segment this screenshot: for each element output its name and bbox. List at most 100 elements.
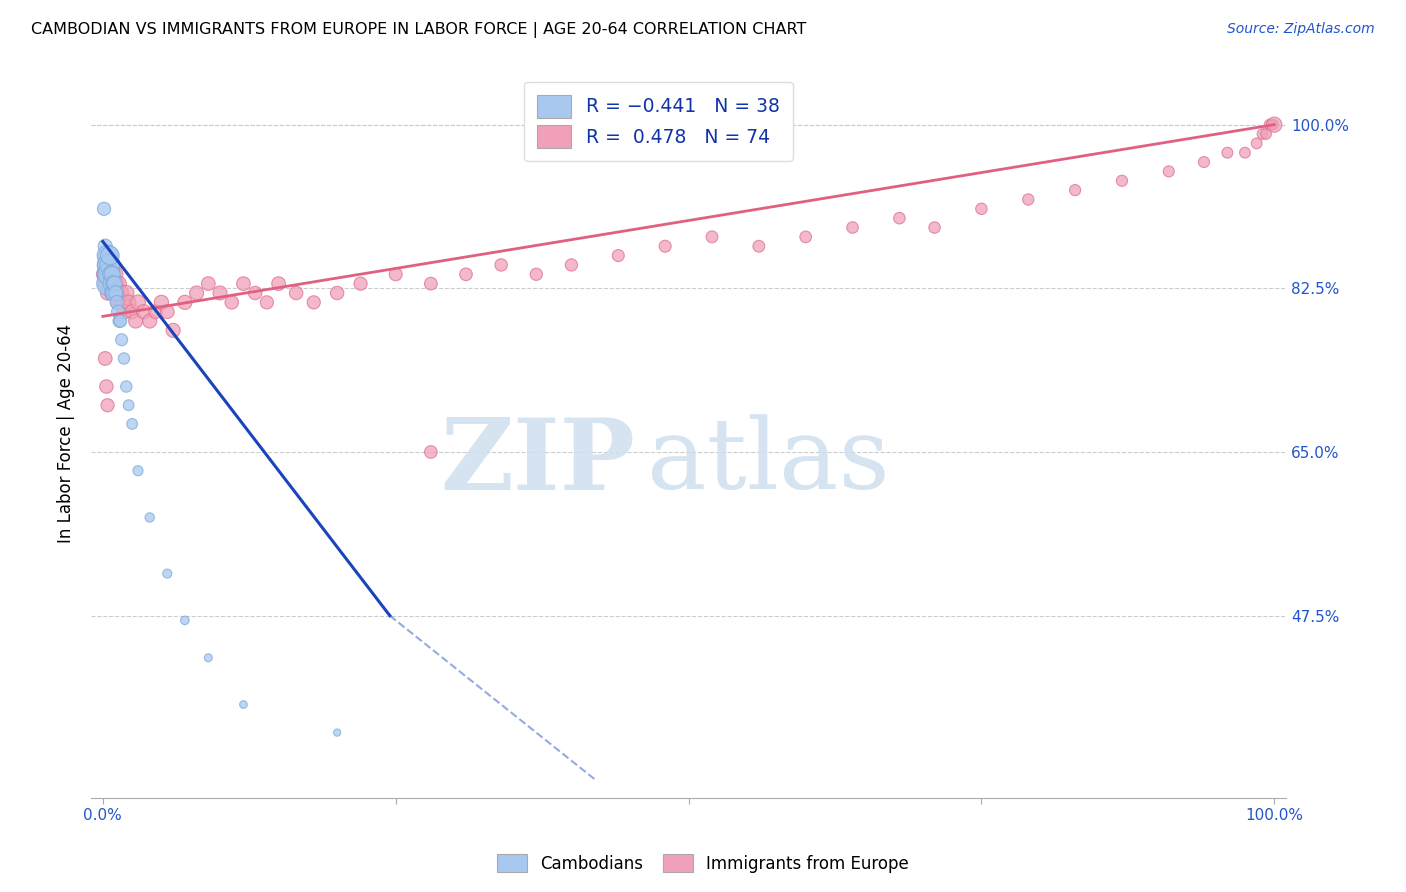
Point [112, 304, 135, 318]
Point [326, 285, 349, 300]
Point [108, 314, 131, 328]
Point [232, 698, 254, 712]
Point [103, 285, 125, 300]
Point [96, 267, 118, 281]
Point [1254, 127, 1277, 141]
Point [132, 304, 155, 318]
Legend: R = −0.441   N = 38, R =  0.478   N = 74: R = −0.441 N = 38, R = 0.478 N = 74 [524, 81, 793, 161]
Point [454, 267, 477, 281]
Point [96, 379, 118, 393]
Point [93, 267, 115, 281]
Point [97, 277, 120, 291]
Point [197, 650, 219, 665]
Point [1216, 145, 1239, 160]
Text: CAMBODIAN VS IMMIGRANTS FROM EUROPE IN LABOR FORCE | AGE 20-64 CORRELATION CHART: CAMBODIAN VS IMMIGRANTS FROM EUROPE IN L… [31, 22, 806, 38]
Point [101, 285, 124, 300]
Point [108, 277, 131, 291]
Point [138, 510, 160, 524]
Point [150, 295, 173, 310]
Point [93, 202, 115, 216]
Point [94, 239, 117, 253]
Point [100, 267, 122, 281]
Point [1157, 164, 1180, 178]
Point [101, 285, 124, 300]
Point [221, 295, 243, 310]
Point [186, 285, 208, 300]
Point [889, 211, 911, 226]
Point [96, 277, 118, 291]
Point [94, 277, 117, 291]
Point [607, 249, 630, 263]
Point [110, 285, 132, 300]
Point [105, 285, 128, 300]
Point [748, 239, 770, 253]
Point [173, 613, 195, 627]
Point [489, 258, 512, 272]
Point [105, 295, 128, 310]
Point [560, 258, 582, 272]
Point [654, 239, 676, 253]
Point [98, 258, 121, 272]
Point [94, 249, 117, 263]
Point [349, 277, 371, 291]
Point [1017, 193, 1039, 207]
Point [121, 417, 143, 431]
Point [103, 267, 125, 281]
Point [1192, 155, 1215, 169]
Point [96, 258, 118, 272]
Point [924, 220, 946, 235]
Point [970, 202, 993, 216]
Point [302, 295, 325, 310]
Point [107, 295, 129, 310]
Point [127, 295, 149, 310]
Point [103, 277, 125, 291]
Point [156, 566, 179, 581]
Point [256, 295, 278, 310]
Point [104, 277, 127, 291]
Y-axis label: In Labor Force | Age 20-64: In Labor Force | Age 20-64 [58, 324, 75, 543]
Point [97, 277, 120, 291]
Point [1263, 118, 1285, 132]
Point [97, 258, 120, 272]
Point [173, 295, 195, 310]
Point [1111, 174, 1133, 188]
Point [197, 277, 219, 291]
Point [98, 267, 121, 281]
Point [117, 398, 139, 412]
Point [124, 314, 146, 328]
Point [1258, 118, 1281, 132]
Point [96, 249, 118, 263]
Point [107, 304, 129, 318]
Point [121, 304, 143, 318]
Point [232, 277, 254, 291]
Point [1246, 136, 1268, 151]
Point [145, 304, 167, 318]
Point [101, 267, 124, 281]
Point [96, 258, 118, 272]
Point [96, 267, 118, 281]
Point [1251, 127, 1274, 141]
Point [100, 277, 122, 291]
Point [103, 277, 125, 291]
Point [110, 314, 132, 328]
Point [115, 285, 138, 300]
Point [419, 445, 441, 459]
Point [96, 398, 118, 412]
Point [100, 277, 122, 291]
Point [524, 267, 547, 281]
Point [1261, 118, 1284, 132]
Point [162, 323, 184, 337]
Point [103, 277, 125, 291]
Point [138, 314, 160, 328]
Point [156, 304, 179, 318]
Point [1261, 118, 1284, 132]
Point [326, 725, 349, 739]
Point [243, 285, 266, 300]
Point [96, 267, 118, 281]
Point [94, 351, 117, 366]
Point [104, 285, 127, 300]
Point [112, 351, 135, 366]
Point [267, 277, 290, 291]
Point [115, 379, 138, 393]
Point [110, 295, 132, 310]
